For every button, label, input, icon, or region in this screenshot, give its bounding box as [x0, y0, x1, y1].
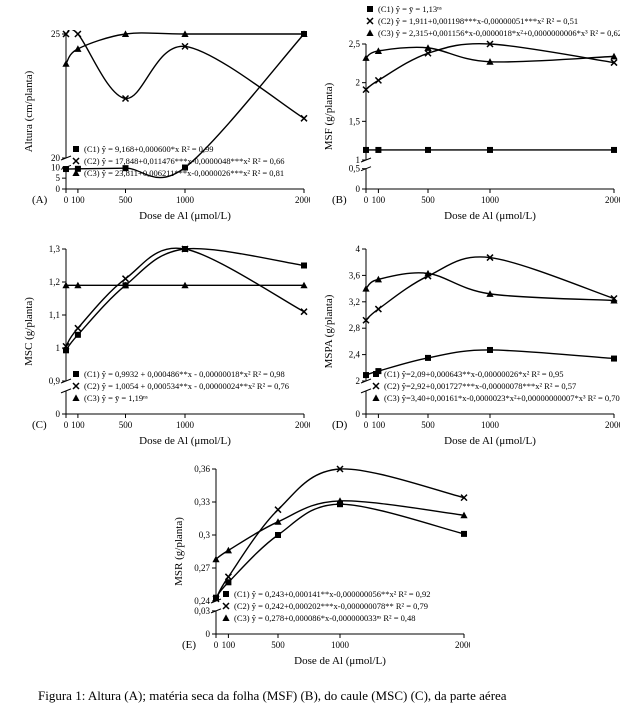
- svg-text:0: 0: [356, 184, 361, 194]
- svg-text:25: 25: [51, 30, 61, 39]
- panel-b: (C1) ŷ = ȳ = 1,13ⁿˢ (C2) ŷ = 1,911+0,0011…: [320, 0, 620, 225]
- svg-text:1,2: 1,2: [49, 277, 60, 287]
- svg-text:0: 0: [356, 409, 361, 419]
- figure-container: 05102025010050010002000Dose de Al (μmol/…: [0, 0, 636, 714]
- svg-text:2: 2: [356, 376, 361, 386]
- svg-text:(B): (B): [332, 194, 347, 206]
- svg-text:2,8: 2,8: [349, 323, 361, 333]
- svg-text:2000: 2000: [295, 420, 310, 430]
- svg-text:Dose de Al (μmol/L): Dose de Al (μmol/L): [444, 435, 536, 447]
- svg-text:(C2) ŷ = 1,911+0,001198***x-0,: (C2) ŷ = 1,911+0,001198***x-0,00000051**…: [378, 16, 578, 26]
- panel-d: 022,42,83,23,64010050010002000Dose de Al…: [320, 245, 620, 450]
- svg-text:0: 0: [64, 195, 69, 205]
- svg-text:1000: 1000: [331, 640, 350, 650]
- svg-text:2000: 2000: [295, 195, 310, 205]
- svg-text:0,9: 0,9: [49, 376, 61, 386]
- svg-text:(C3) ŷ = 23,811+0,006211***x-0: (C3) ŷ = 23,811+0,006211***x-0,0000026**…: [84, 168, 284, 178]
- svg-text:Dose de Al (μmol/L): Dose de Al (μmol/L): [139, 210, 231, 222]
- svg-text:100: 100: [372, 420, 386, 430]
- svg-text:100: 100: [71, 195, 85, 205]
- svg-text:(C1) ŷ=2,09+0,000643**x-0,0000: (C1) ŷ=2,09+0,000643**x-0,00000026*x² R²…: [384, 369, 564, 379]
- svg-text:(C3) ŷ = 2,315+0,001156*x-0,00: (C3) ŷ = 2,315+0,001156*x-0,0000018*x²+0…: [378, 28, 620, 38]
- svg-text:Dose de Al (μmol/L): Dose de Al (μmol/L): [444, 210, 536, 222]
- svg-text:(C1) ŷ = ȳ = 1,13ⁿˢ: (C1) ŷ = ȳ = 1,13ⁿˢ: [378, 4, 442, 14]
- panel-c: 00,911,11,21,3010050010002000Dose de Al …: [20, 245, 310, 450]
- svg-text:0: 0: [56, 409, 61, 419]
- svg-text:(A): (A): [32, 194, 48, 206]
- svg-text:(C2) ŷ = 0,242+0,000202***x-0,: (C2) ŷ = 0,242+0,000202***x-0,000000078*…: [234, 601, 428, 611]
- svg-text:0,3: 0,3: [199, 530, 211, 540]
- svg-text:500: 500: [119, 420, 133, 430]
- svg-text:100: 100: [372, 195, 386, 205]
- svg-text:2000: 2000: [605, 420, 620, 430]
- svg-text:1000: 1000: [176, 420, 195, 430]
- svg-text:5: 5: [56, 173, 61, 183]
- svg-text:0: 0: [206, 629, 211, 639]
- svg-text:Dose de Al (μmol/L): Dose de Al (μmol/L): [294, 655, 386, 667]
- panel-a: 05102025010050010002000Dose de Al (μmol/…: [20, 30, 310, 225]
- svg-text:MSR (g/planta): MSR (g/planta): [173, 517, 185, 586]
- svg-text:(D): (D): [332, 419, 348, 431]
- svg-text:0,03: 0,03: [194, 606, 210, 616]
- svg-text:0: 0: [56, 184, 61, 194]
- svg-text:(C1) ŷ = 0,9932 + 0,000486**x: (C1) ŷ = 0,9932 + 0,000486**x - 0,000000…: [84, 369, 285, 379]
- svg-text:2000: 2000: [605, 195, 620, 205]
- svg-text:(C1) ŷ = 0,243+0,000141**x-0,0: (C1) ŷ = 0,243+0,000141**x-0,000000056**…: [234, 589, 431, 599]
- svg-text:1: 1: [356, 155, 361, 165]
- svg-text:4: 4: [356, 245, 361, 254]
- svg-text:500: 500: [119, 195, 133, 205]
- svg-text:2,4: 2,4: [349, 350, 361, 360]
- figure-caption: Figura 1: Altura (A); matéria seca da fo…: [38, 688, 598, 704]
- svg-text:(C1) ŷ = 9,168+0,000600*x R² =: (C1) ŷ = 9,168+0,000600*x R² = 0,99: [84, 144, 214, 154]
- svg-text:3,2: 3,2: [349, 297, 360, 307]
- svg-text:(E): (E): [182, 639, 196, 651]
- svg-text:100: 100: [222, 640, 236, 650]
- svg-text:10: 10: [51, 162, 61, 172]
- svg-text:500: 500: [421, 420, 435, 430]
- svg-text:(C2) ŷ = 1,0054 + 0,000534**x: (C2) ŷ = 1,0054 + 0,000534**x - 0,000000…: [84, 381, 289, 391]
- svg-text:1000: 1000: [176, 195, 195, 205]
- svg-text:1,1: 1,1: [49, 310, 60, 320]
- svg-text:(C3) ŷ=3,40+0,00161*x-0,000002: (C3) ŷ=3,40+0,00161*x-0,0000023*x²+0,000…: [384, 393, 620, 403]
- svg-text:500: 500: [421, 195, 435, 205]
- svg-text:0: 0: [364, 420, 369, 430]
- svg-text:2000: 2000: [455, 640, 470, 650]
- svg-text:(C3) ŷ = ȳ = 1,19ⁿˢ: (C3) ŷ = ȳ = 1,19ⁿˢ: [84, 393, 148, 403]
- svg-text:0: 0: [364, 195, 369, 205]
- svg-text:1,3: 1,3: [49, 245, 61, 254]
- svg-text:2,5: 2,5: [349, 39, 361, 49]
- svg-text:MSC (g/planta): MSC (g/planta): [23, 297, 35, 366]
- svg-text:20: 20: [51, 153, 61, 163]
- svg-text:1: 1: [56, 343, 61, 353]
- svg-text:0: 0: [64, 420, 69, 430]
- svg-text:MSPA (g/planta): MSPA (g/planta): [323, 294, 335, 368]
- svg-text:1000: 1000: [481, 420, 500, 430]
- svg-text:MSF (g/planta): MSF (g/planta): [323, 82, 335, 150]
- svg-text:1,5: 1,5: [349, 116, 361, 126]
- svg-text:0,36: 0,36: [194, 465, 210, 474]
- svg-text:0,33: 0,33: [194, 497, 210, 507]
- svg-text:Dose de Al (μmol/L): Dose de Al (μmol/L): [139, 435, 231, 447]
- svg-text:(C2) ŷ = 17,848+0,011476***x-0: (C2) ŷ = 17,848+0,011476***x-0,0000048**…: [84, 156, 285, 166]
- svg-text:2: 2: [356, 78, 361, 88]
- svg-text:100: 100: [71, 420, 85, 430]
- svg-text:500: 500: [271, 640, 285, 650]
- svg-text:(C2) ŷ=2,92+0,001727***x-0,000: (C2) ŷ=2,92+0,001727***x-0,00000078***x²…: [384, 381, 576, 391]
- svg-text:(C): (C): [32, 419, 47, 431]
- svg-text:(C3) ŷ = 0,278+0,000086*x-0,00: (C3) ŷ = 0,278+0,000086*x-0,000000033ⁿˢ …: [234, 613, 416, 623]
- svg-text:3,6: 3,6: [349, 270, 361, 280]
- svg-text:0: 0: [214, 640, 219, 650]
- svg-text:Altura (cm/planta): Altura (cm/planta): [23, 70, 35, 152]
- svg-text:0,5: 0,5: [349, 164, 361, 174]
- panel-e: 00,030,240,270,30,330,36010050010002000D…: [170, 465, 470, 670]
- svg-text:1000: 1000: [481, 195, 500, 205]
- svg-text:0,24: 0,24: [194, 596, 210, 606]
- svg-text:0,27: 0,27: [194, 563, 210, 573]
